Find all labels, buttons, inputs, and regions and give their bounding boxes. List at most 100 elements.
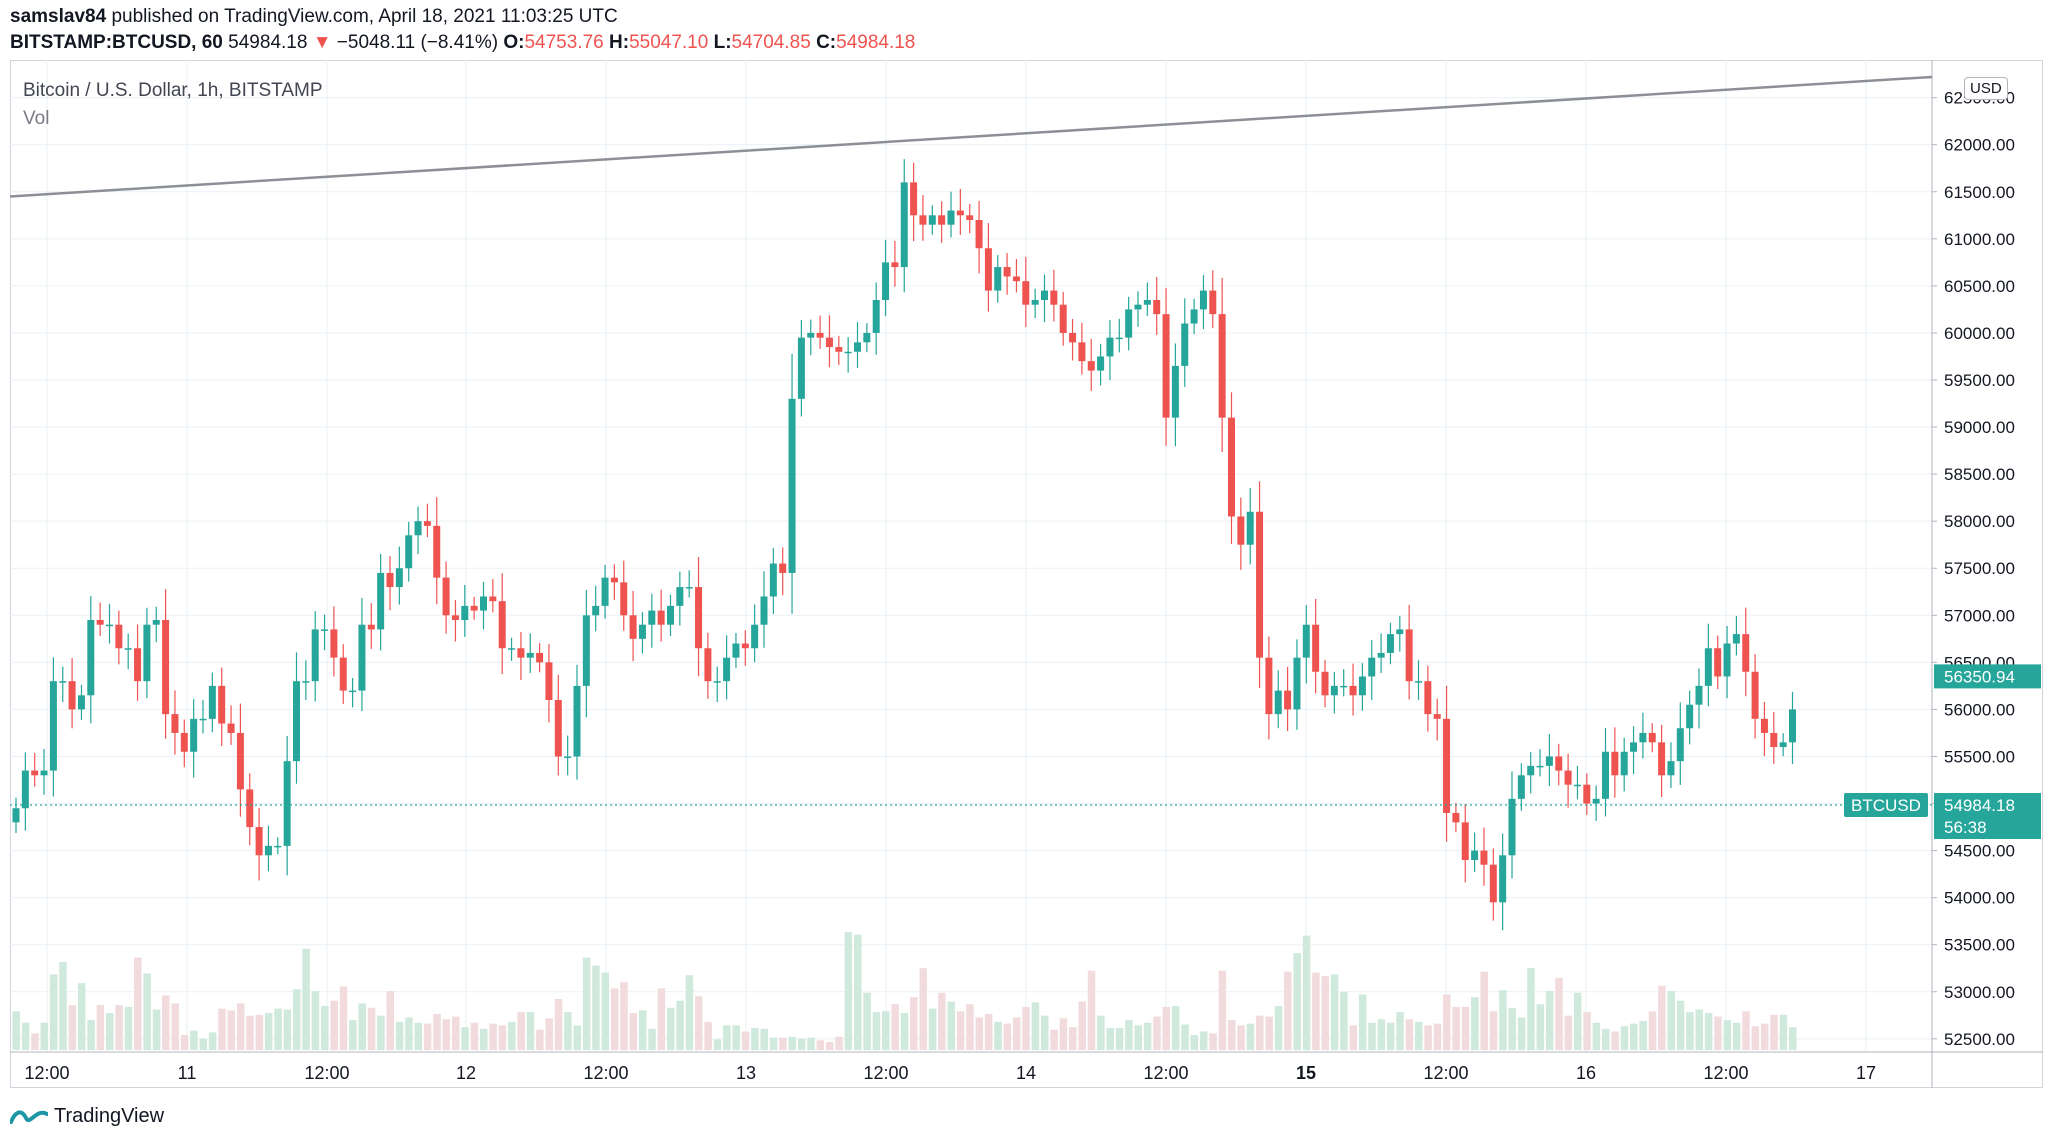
candle-body[interactable] — [685, 587, 693, 589]
chart-area[interactable]: 52500.00 53000.00 53500.00 54000.00 54500.00… — [10, 60, 2043, 1088]
candle-body[interactable] — [1256, 511, 1264, 658]
candle-body[interactable] — [1676, 728, 1684, 762]
candle-body[interactable] — [218, 685, 226, 724]
candle-body[interactable] — [1573, 784, 1581, 787]
candle-body[interactable] — [367, 624, 375, 630]
candle-body[interactable] — [395, 568, 403, 588]
candle-body[interactable] — [480, 596, 487, 611]
candle-body[interactable] — [751, 624, 759, 649]
price-chart[interactable]: 52500.00 53000.00 53500.00 54000.00 54500.00… — [10, 60, 2043, 1088]
candle-body[interactable] — [330, 629, 338, 658]
candle-body[interactable] — [629, 615, 637, 639]
candle-body[interactable] — [1377, 652, 1385, 658]
candle-body[interactable] — [1321, 671, 1329, 696]
candle-body[interactable] — [143, 624, 151, 682]
candle-body[interactable] — [807, 332, 815, 338]
candle-body[interactable] — [1648, 732, 1656, 743]
candle-body[interactable] — [554, 700, 562, 757]
candle-body[interactable] — [386, 572, 394, 588]
candle-body[interactable] — [1415, 681, 1422, 683]
candle-body[interactable] — [966, 215, 974, 220]
candle-body[interactable] — [152, 620, 160, 625]
candle-body[interactable] — [40, 770, 48, 776]
candle-body[interactable] — [77, 695, 85, 710]
candle-body[interactable] — [1461, 822, 1469, 860]
candle-body[interactable] — [1246, 511, 1254, 545]
candle-body[interactable] — [414, 521, 422, 536]
candle-body[interactable] — [938, 215, 946, 225]
candle-body[interactable] — [1125, 309, 1133, 338]
candle-body[interactable] — [1115, 337, 1123, 340]
candle-body[interactable] — [947, 210, 955, 225]
candle-body[interactable] — [1050, 290, 1058, 305]
candle-body[interactable] — [1097, 356, 1105, 371]
candle-body[interactable] — [236, 732, 244, 790]
candle-body[interactable] — [1358, 676, 1366, 696]
candle-body[interactable] — [134, 648, 142, 682]
candle-body[interactable] — [1751, 671, 1759, 719]
candle-body[interactable] — [106, 624, 113, 627]
candle-body[interactable] — [1209, 290, 1217, 315]
candle-body[interactable] — [854, 342, 861, 352]
candle-body[interactable] — [1545, 756, 1553, 766]
candle-body[interactable] — [21, 770, 29, 809]
candle-body[interactable] — [1302, 624, 1310, 658]
candle-body[interactable] — [1723, 643, 1731, 677]
candle-body[interactable] — [293, 681, 300, 762]
candle-body[interactable] — [1639, 732, 1647, 743]
candle-body[interactable] — [1452, 812, 1460, 823]
candle-body[interactable] — [1443, 718, 1451, 813]
candle-body[interactable] — [1041, 290, 1048, 300]
candle-body[interactable] — [1031, 300, 1039, 305]
candle-body[interactable] — [592, 605, 600, 616]
candle-body[interactable] — [1340, 685, 1348, 688]
candle-body[interactable] — [582, 615, 590, 686]
candle-body[interactable] — [910, 182, 918, 216]
candle-body[interactable] — [311, 629, 319, 682]
candle-body[interactable] — [451, 615, 459, 620]
candle-body[interactable] — [695, 587, 703, 649]
candle-body[interactable] — [508, 648, 516, 650]
candle-body[interactable] — [1695, 685, 1703, 705]
candle-body[interactable] — [1667, 761, 1675, 776]
candle-body[interactable] — [461, 605, 469, 620]
candle-body[interactable] — [1143, 300, 1151, 305]
candle-body[interactable] — [713, 681, 721, 683]
candle-body[interactable] — [704, 648, 712, 682]
candle-body[interactable] — [1471, 850, 1479, 860]
candle-body[interactable] — [573, 685, 581, 757]
candle-body[interactable] — [199, 718, 207, 721]
candle-body[interactable] — [180, 732, 188, 752]
candle-body[interactable] — [68, 681, 76, 710]
candle-body[interactable] — [1555, 756, 1563, 771]
candle-body[interactable] — [339, 657, 347, 691]
candle-body[interactable] — [723, 657, 731, 682]
candle-body[interactable] — [1265, 657, 1273, 715]
candle-body[interactable] — [1770, 732, 1778, 748]
candle-body[interactable] — [1190, 309, 1198, 324]
candle-body[interactable] — [919, 215, 927, 225]
candle-body[interactable] — [162, 620, 170, 715]
candle-body[interactable] — [1658, 742, 1666, 776]
candle-body[interactable] — [124, 648, 132, 650]
candle-body[interactable] — [274, 845, 282, 848]
candle-body[interactable] — [928, 215, 936, 225]
candle-body[interactable] — [882, 262, 890, 300]
candle-body[interactable] — [1003, 267, 1011, 277]
candle-body[interactable] — [517, 648, 525, 658]
candle-body[interactable] — [12, 808, 20, 823]
candle-body[interactable] — [349, 690, 357, 693]
candle-body[interactable] — [1405, 629, 1413, 682]
candle-body[interactable] — [564, 756, 572, 758]
candle-body[interactable] — [489, 596, 497, 602]
candle-body[interactable] — [788, 398, 796, 573]
candle-body[interactable] — [190, 718, 198, 752]
candle-body[interactable] — [676, 587, 684, 606]
candle-body[interactable] — [975, 220, 983, 249]
candle-body[interactable] — [835, 347, 843, 352]
candle-body[interactable] — [1171, 365, 1179, 418]
candle-body[interactable] — [1564, 770, 1572, 785]
candle-body[interactable] — [423, 521, 431, 526]
candle-body[interactable] — [1284, 690, 1292, 710]
candle-body[interactable] — [526, 652, 534, 658]
